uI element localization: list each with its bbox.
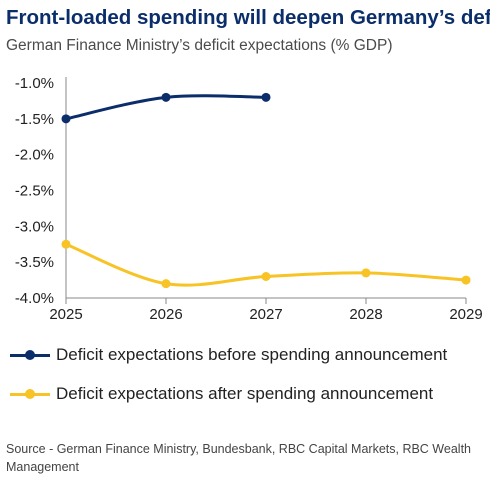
source-note: Source - German Finance Ministry, Bundes… (6, 442, 471, 474)
y-tick-label: -3.0% (15, 218, 54, 235)
chart-legend: Deficit expectations before spending ann… (10, 340, 490, 406)
series-1-point (161, 92, 171, 102)
series-2-point (261, 272, 271, 281)
series-2-point (361, 268, 371, 278)
x-tick-label: 2026 (149, 306, 182, 323)
y-tick-label: -2.0% (15, 147, 54, 164)
series-2-point (161, 279, 171, 289)
x-tick-label: 2025 (49, 306, 82, 323)
legend-item: Deficit expectations before spending ann… (10, 343, 490, 367)
legend-item: Deficit expectations after spending anno… (10, 382, 490, 406)
legend-swatch (10, 386, 50, 402)
series-1-point (261, 92, 271, 102)
series-1-point (61, 114, 71, 124)
x-tick-label: 2028 (349, 306, 382, 323)
y-tick-label: -2.5% (15, 183, 54, 200)
x-tick-label: 2027 (249, 306, 282, 323)
chart-subtitle: German Finance Ministry’s deficit expect… (6, 37, 393, 54)
legend-label: Deficit expectations after spending anno… (56, 384, 434, 403)
x-tick-label: 2029 (449, 306, 482, 323)
legend-swatch (10, 347, 50, 363)
line-chart: -1.0% -1.5% -2.0% -2.5% -3.0% -3.5% -4.0%2025 2… (15, 75, 483, 323)
series-2-point (461, 275, 471, 285)
chart-title: Front-loaded spending will deepen German… (6, 6, 490, 29)
legend-label: Deficit expectations before spending ann… (56, 345, 448, 364)
y-tick-label: -1.5% (15, 111, 54, 128)
series-2-point (61, 239, 71, 249)
y-tick-label: -1.0% (15, 75, 54, 92)
y-tick-label: -3.5% (15, 254, 54, 271)
y-tick-label: -4.0% (15, 290, 54, 307)
